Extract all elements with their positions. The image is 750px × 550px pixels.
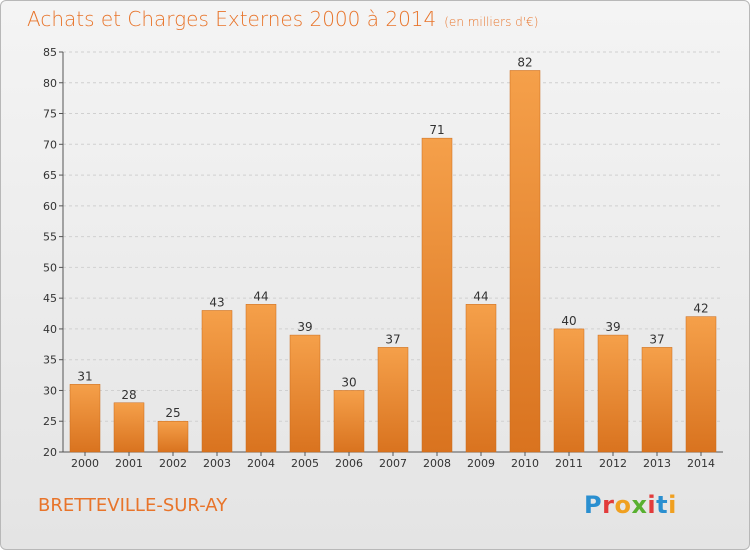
logo-letter: t [656, 491, 669, 519]
data-label: 39 [297, 320, 312, 334]
bar [597, 334, 629, 453]
x-tick-label: 2002 [159, 457, 187, 470]
chart-subtitle: (en milliers d'€) [444, 15, 539, 29]
bar [333, 390, 365, 453]
data-label: 71 [429, 123, 444, 137]
x-tick-label: 2011 [555, 457, 583, 470]
data-label: 82 [517, 55, 532, 69]
x-tick-label: 2009 [467, 457, 495, 470]
y-tick-label: 55 [43, 231, 57, 244]
x-tick-label: 2010 [511, 457, 539, 470]
logo-letter: i [668, 491, 677, 519]
y-tick-label: 80 [43, 77, 57, 90]
y-tick-label: 35 [43, 354, 57, 367]
logo-letter: P [584, 491, 603, 519]
y-tick-label: 20 [43, 446, 57, 459]
x-tick-labels: 2000 2001 2002 2003 2004 2005 2006 2007 2008 2009… [71, 452, 715, 470]
bars [69, 70, 717, 453]
data-label: 44 [473, 289, 488, 303]
logo-letter: i [647, 491, 657, 519]
data-label: 31 [77, 369, 92, 383]
x-tick-label: 2014 [687, 457, 715, 470]
bar [377, 347, 409, 453]
bar [641, 347, 673, 453]
x-tick-label: 2012 [599, 457, 627, 470]
data-label: 43 [209, 295, 224, 309]
bar [685, 316, 717, 453]
bar [553, 328, 585, 453]
chart-title: Achats et Charges Externes 2000 à 2014 (e… [27, 7, 538, 31]
bar [289, 334, 321, 453]
bar [69, 384, 101, 453]
data-label: 30 [341, 375, 356, 389]
y-tick-label: 75 [43, 108, 57, 121]
logo-letter: x [631, 491, 648, 519]
chart-title-text: Achats et Charges Externes 2000 à 2014 [27, 7, 437, 31]
y-tick-label: 60 [43, 200, 57, 213]
bar [113, 402, 145, 453]
data-label: 42 [693, 302, 708, 316]
x-tick-label: 2006 [335, 457, 363, 470]
bar [509, 70, 541, 453]
y-tick-label: 30 [43, 384, 57, 397]
x-tick-label: 2001 [115, 457, 143, 470]
bar [465, 304, 497, 453]
logo-letter: r [602, 491, 615, 519]
data-label: 37 [649, 332, 664, 346]
data-label: 37 [385, 332, 400, 346]
x-tick-label: 2013 [643, 457, 671, 470]
bar [201, 310, 233, 453]
y-tick-label: 70 [43, 138, 57, 151]
x-tick-label: 2003 [203, 457, 231, 470]
data-labels: 31 28 25 43 44 39 30 37 71 44 82 40 39 37 42 [77, 55, 708, 420]
data-label: 40 [561, 314, 576, 328]
y-tick-label: 25 [43, 415, 57, 428]
bar [157, 420, 189, 453]
y-tick-label: 85 [43, 46, 57, 59]
commune-name: BRETTEVILLE-SUR-AY [38, 495, 228, 516]
y-tick-labels: 20 25 30 35 40 45 50 55 60 65 70 75 80 85 [43, 46, 57, 459]
data-label: 28 [121, 388, 136, 402]
bar [421, 137, 453, 453]
y-tick-label: 40 [43, 323, 57, 336]
bar [245, 304, 277, 453]
y-tick-label: 50 [43, 261, 57, 274]
x-tick-label: 2007 [379, 457, 407, 470]
proxiti-logo: Proxiti [584, 491, 677, 519]
y-tick-label: 65 [43, 169, 57, 182]
y-tick-label: 45 [43, 292, 57, 305]
x-tick-label: 2000 [71, 457, 99, 470]
data-label: 25 [165, 406, 180, 420]
data-label: 44 [253, 289, 268, 303]
logo-letter: o [614, 491, 632, 519]
x-tick-label: 2005 [291, 457, 319, 470]
x-tick-label: 2008 [423, 457, 451, 470]
data-label: 39 [605, 320, 620, 334]
x-tick-label: 2004 [247, 457, 275, 470]
